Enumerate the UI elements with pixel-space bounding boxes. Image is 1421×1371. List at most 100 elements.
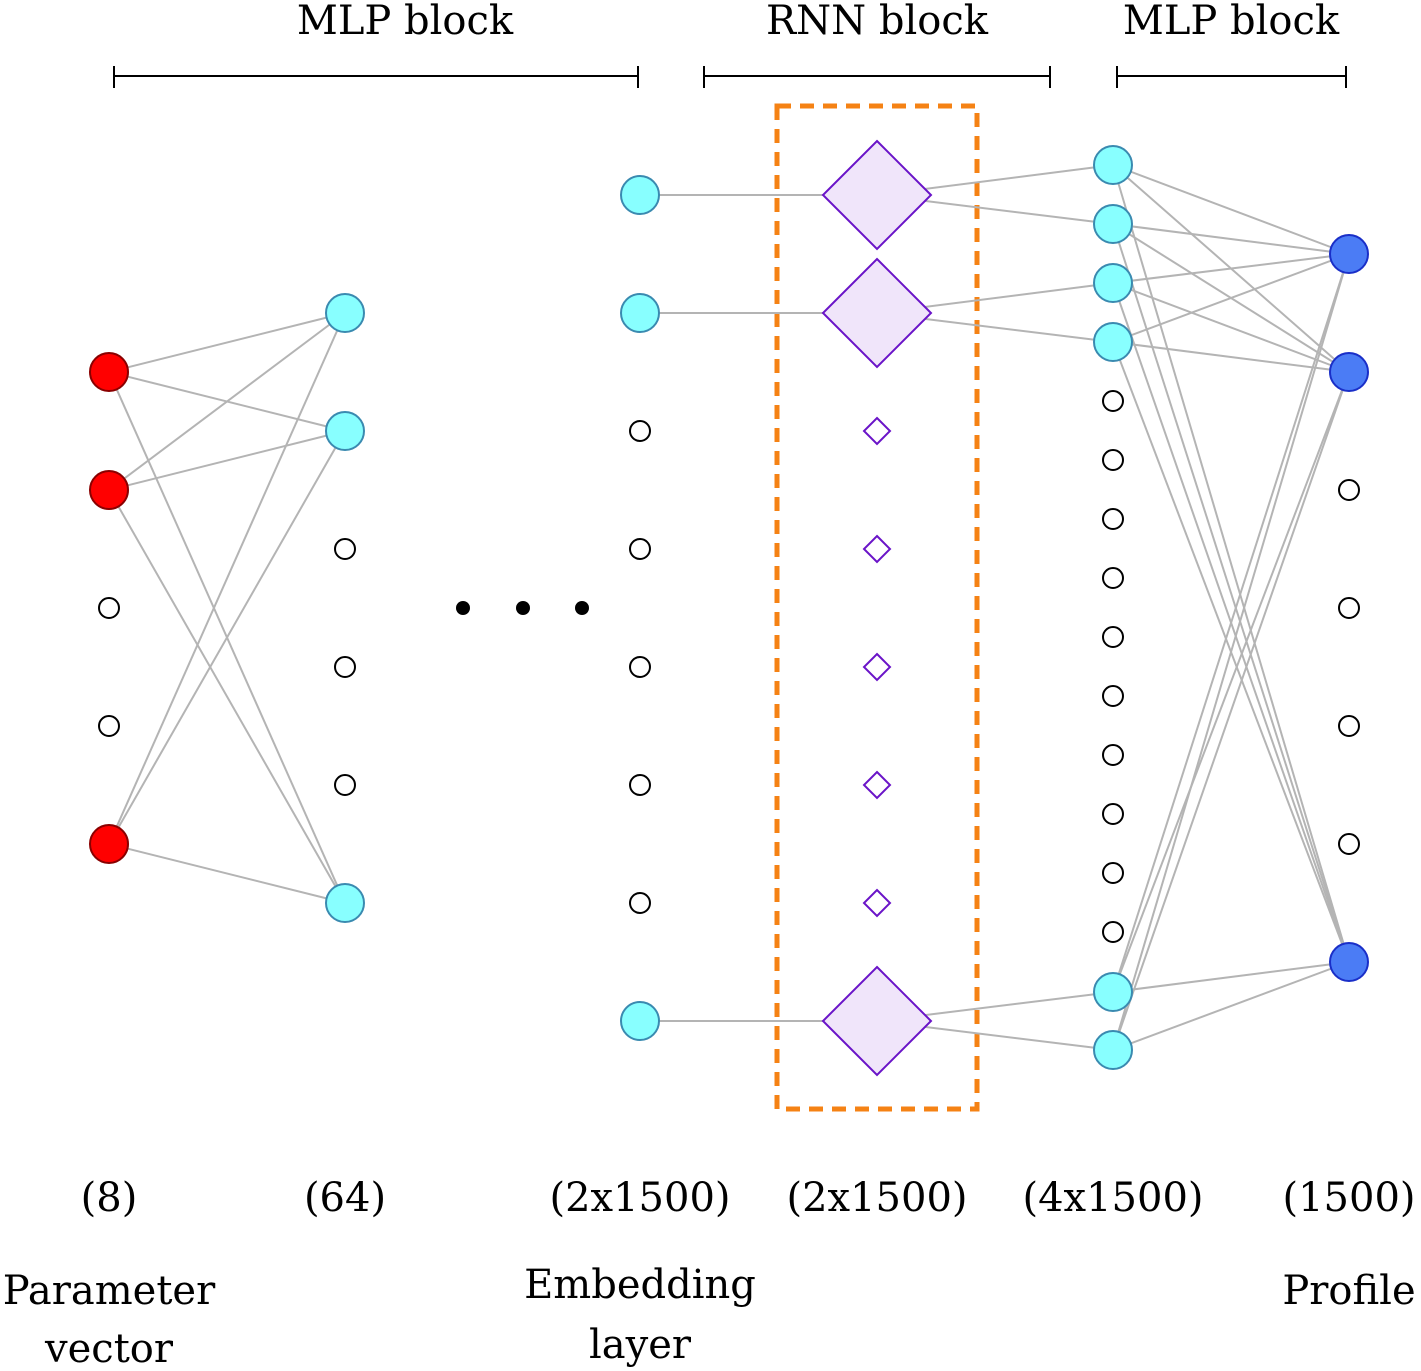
input-node-placeholder <box>98 715 120 737</box>
connection-edge <box>108 489 346 904</box>
dimension-labels: (8) (64) (2x1500) (2x1500) (4x1500) (150… <box>81 1175 1416 1221</box>
input-node <box>89 824 129 864</box>
rnn-cell-placeholder <box>862 416 892 446</box>
rnn-cell-placeholder <box>862 888 892 918</box>
rnn-cell <box>821 257 933 369</box>
connection-edge <box>1112 253 1350 993</box>
embedding-node-placeholder <box>629 892 651 914</box>
connection-edge <box>108 312 346 845</box>
output-node-placeholder <box>1338 597 1360 619</box>
layer-name-input-line1: Parameter <box>3 1268 216 1314</box>
output-node-placeholder <box>1338 833 1360 855</box>
mlp-node <box>1093 1030 1133 1070</box>
connection-edge <box>1112 253 1350 343</box>
hidden-node <box>325 293 365 333</box>
mlp-node-placeholder <box>1102 803 1124 825</box>
layer-ellipsis <box>456 601 589 615</box>
layer-name-output: Profile <box>1282 1268 1415 1314</box>
rnn-cell-placeholder <box>862 770 892 800</box>
bracket <box>113 66 639 88</box>
mlp-node-placeholder <box>1102 449 1124 471</box>
hidden-node <box>325 883 365 923</box>
mlp-node-placeholder <box>1102 921 1124 943</box>
connection-edge <box>1112 164 1350 255</box>
block-header-rnn: RNN block <box>703 0 1051 88</box>
rnn-cell <box>821 965 933 1077</box>
input-node-placeholder <box>98 597 120 619</box>
layer-dim-mlp2: (4x1500) <box>1022 1175 1203 1221</box>
block-title: MLP block <box>297 0 514 44</box>
embedding-node-placeholder <box>629 774 651 796</box>
layer-dim-rnn: (2x1500) <box>786 1175 967 1221</box>
mlp-node-placeholder <box>1102 390 1124 412</box>
output-node <box>1329 234 1369 274</box>
ellipsis-dot <box>516 601 530 615</box>
connection-edge <box>1112 164 1350 963</box>
output-node-placeholder <box>1338 715 1360 737</box>
embedding-node-placeholder <box>629 656 651 678</box>
block-title: RNN block <box>766 0 989 44</box>
mlp-node-placeholder <box>1102 508 1124 530</box>
mlp-node <box>1093 322 1133 362</box>
mlp-node-placeholder <box>1102 862 1124 884</box>
layer-dim-hidden: (64) <box>304 1175 386 1221</box>
connection-edge <box>108 843 346 904</box>
mlp-node-placeholder <box>1102 744 1124 766</box>
hidden-node <box>325 411 365 451</box>
embedding-node <box>620 175 660 215</box>
rnn-cell-placeholder <box>862 534 892 564</box>
rnn-block-outline <box>774 103 980 1112</box>
connection-edge <box>1112 341 1350 373</box>
layer-names: Parameter vector Embedding layer Profile <box>3 1262 1416 1371</box>
bracket <box>703 66 1051 88</box>
connection-edge <box>108 312 346 373</box>
connection-edge <box>1112 371 1350 1051</box>
connection-edge <box>1112 253 1350 284</box>
input-node <box>89 352 129 392</box>
layer-name-input-line2: vector <box>44 1326 174 1371</box>
output-node <box>1329 942 1369 982</box>
output-node-placeholder <box>1338 479 1360 501</box>
embedding-node-placeholder <box>629 538 651 560</box>
rnn-cell <box>821 139 933 251</box>
layer-dim-output: (1500) <box>1282 1175 1415 1221</box>
input-node <box>89 470 129 510</box>
nodes <box>89 139 1369 1077</box>
mlp-node <box>1093 263 1133 303</box>
ellipsis-dot <box>456 601 470 615</box>
ellipsis-dot <box>575 601 589 615</box>
block-header-mlp-2: MLP block <box>1116 0 1347 88</box>
block-title: MLP block <box>1123 0 1340 44</box>
connection-edge <box>1112 223 1350 963</box>
layer-name-embedding-line1: Embedding <box>524 1262 756 1308</box>
connection-edge <box>108 312 346 491</box>
connection-edge <box>108 430 346 845</box>
mlp-node-placeholder <box>1102 626 1124 648</box>
connection-edge <box>1112 961 1350 993</box>
embedding-node <box>620 293 660 333</box>
mlp-node <box>1093 145 1133 185</box>
rnn-cell-placeholder <box>862 652 892 682</box>
output-node <box>1329 352 1369 392</box>
mlp-node <box>1093 972 1133 1012</box>
connection-edge <box>1112 253 1350 1051</box>
connection-edge <box>1112 961 1350 1051</box>
bracket <box>1116 66 1347 88</box>
connection-edge <box>108 430 346 491</box>
mlp-node-placeholder <box>1102 685 1124 707</box>
embedding-node-placeholder <box>629 420 651 442</box>
layer-dim-embedding: (2x1500) <box>549 1175 730 1221</box>
embedding-node <box>620 1001 660 1041</box>
mlp-node <box>1093 204 1133 244</box>
hidden-node-placeholder <box>334 656 356 678</box>
layer-dim-input: (8) <box>81 1175 138 1221</box>
layer-name-embedding-line2: layer <box>589 1322 692 1368</box>
mlp-node-placeholder <box>1102 567 1124 589</box>
connection-edge <box>1112 223 1350 255</box>
connection-edge <box>1112 371 1350 993</box>
hidden-node-placeholder <box>334 774 356 796</box>
connection-edge <box>1112 282 1350 373</box>
hidden-node-placeholder <box>334 538 356 560</box>
block-header-mlp-1: MLP block <box>113 0 639 88</box>
